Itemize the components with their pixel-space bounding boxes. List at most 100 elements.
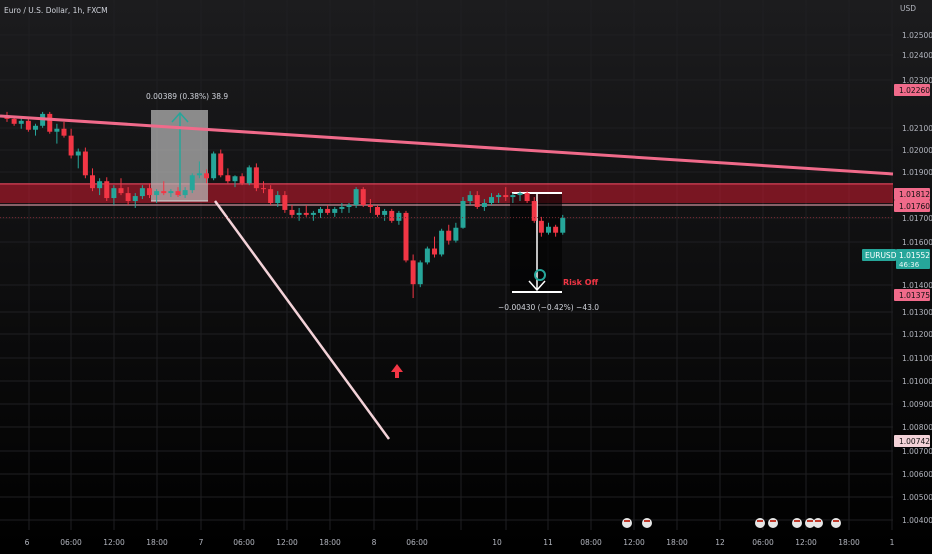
candle-body[interactable] — [47, 113, 53, 132]
candle-body[interactable] — [389, 210, 395, 221]
candle-body[interactable] — [104, 181, 110, 199]
candle-body[interactable] — [296, 212, 302, 215]
event-flag-stripe — [794, 520, 800, 522]
candle-body[interactable] — [489, 197, 494, 203]
candle-body[interactable] — [346, 204, 352, 207]
candle-body[interactable] — [25, 120, 31, 130]
candle-body[interactable] — [132, 196, 138, 202]
candle-body[interactable] — [282, 195, 288, 210]
candle-body[interactable] — [332, 208, 338, 213]
candle-body[interactable] — [460, 201, 466, 228]
candle-body[interactable] — [253, 167, 259, 189]
candle-body[interactable] — [474, 195, 480, 207]
candle-body[interactable] — [367, 204, 373, 207]
candle-body[interactable] — [432, 248, 437, 255]
price-tick-label: 1.02000 — [902, 146, 932, 155]
event-flag-icon[interactable] — [622, 518, 632, 528]
candle-body[interactable] — [97, 181, 103, 189]
candle-body[interactable] — [218, 153, 224, 176]
candle-body[interactable] — [168, 191, 174, 194]
candle-body[interactable] — [68, 135, 74, 156]
candle-body[interactable] — [517, 193, 523, 196]
candle-body[interactable] — [496, 195, 502, 198]
candle-body[interactable] — [147, 188, 152, 196]
candle-body[interactable] — [118, 188, 124, 194]
candle-body[interactable] — [453, 227, 459, 241]
candle-body[interactable] — [339, 206, 345, 209]
candle-body[interactable] — [560, 217, 566, 233]
price-badge-label: 1.02260 — [899, 86, 930, 95]
annotation-risk-off: Risk Off — [563, 278, 599, 287]
candle-body[interactable] — [54, 128, 60, 132]
candle-body[interactable] — [261, 188, 266, 190]
candle-body[interactable] — [524, 193, 530, 202]
candle-body[interactable] — [61, 128, 67, 136]
candle-body[interactable] — [175, 191, 181, 196]
candle-body[interactable] — [139, 188, 145, 197]
candle-body[interactable] — [538, 220, 544, 233]
candle-body[interactable] — [353, 189, 359, 205]
candle-body[interactable] — [75, 151, 81, 156]
candle-body[interactable] — [189, 175, 195, 191]
candle-body[interactable] — [318, 208, 323, 213]
candle-body[interactable] — [90, 175, 95, 189]
candle-body[interactable] — [246, 167, 252, 184]
candle-body[interactable] — [232, 176, 238, 182]
candle-body[interactable] — [382, 210, 388, 215]
candle-body[interactable] — [553, 226, 559, 233]
candle-body[interactable] — [424, 248, 430, 263]
candle-body[interactable] — [375, 206, 380, 215]
candle-body[interactable] — [467, 195, 473, 202]
candle-body[interactable] — [439, 230, 445, 255]
candle-body[interactable] — [196, 173, 202, 176]
current-price-label: 1.01552 — [899, 251, 930, 260]
candle-body[interactable] — [503, 195, 509, 198]
candle-body[interactable] — [275, 195, 281, 203]
candle-body[interactable] — [211, 153, 217, 179]
candle-body[interactable] — [239, 176, 245, 184]
candle-body[interactable] — [204, 173, 209, 179]
candle-body[interactable] — [481, 203, 487, 207]
candle-body[interactable] — [446, 230, 452, 241]
candle-body[interactable] — [360, 189, 366, 205]
event-flag-icon[interactable] — [831, 518, 841, 528]
candle-body[interactable] — [510, 195, 516, 198]
price-badge-label: 1.01812 — [899, 190, 930, 199]
candle-body[interactable] — [325, 208, 331, 213]
event-flag-icon[interactable] — [792, 518, 802, 528]
candle-body[interactable] — [225, 175, 231, 182]
candle-body[interactable] — [125, 193, 131, 202]
candle-body[interactable] — [161, 191, 167, 194]
candle-body[interactable] — [18, 120, 24, 124]
price-range-down-label: −0.00430 (−0.42%) −43.0 — [498, 303, 599, 312]
event-flag-icon[interactable] — [642, 518, 652, 528]
price-tick-label: 1.01000 — [902, 377, 932, 386]
event-flag-icon[interactable] — [755, 518, 765, 528]
event-flag-stripe — [815, 520, 821, 522]
event-flag-icon[interactable] — [768, 518, 778, 528]
candle-body[interactable] — [546, 226, 551, 233]
trendline[interactable] — [0, 114, 894, 176]
candle-body[interactable] — [310, 212, 316, 215]
event-flag-icon[interactable] — [813, 518, 823, 528]
time-tick-label: 12:00 — [276, 538, 298, 547]
candle-body[interactable] — [182, 190, 188, 196]
candle-body[interactable] — [531, 201, 537, 221]
drawn-line[interactable] — [213, 200, 391, 440]
candle-body[interactable] — [154, 191, 160, 196]
candle-body[interactable] — [403, 212, 409, 261]
time-tick-label: 7 — [199, 538, 204, 547]
candle-body[interactable] — [417, 262, 423, 285]
candle-body[interactable] — [289, 209, 295, 215]
candle-body[interactable] — [268, 189, 274, 203]
current-price-badge — [896, 249, 930, 269]
candle-body[interactable] — [303, 212, 309, 215]
resistance-zone[interactable] — [0, 183, 893, 204]
candle-body[interactable] — [33, 125, 38, 130]
candle-body[interactable] — [396, 212, 402, 221]
candle-body[interactable] — [410, 260, 416, 285]
candle-body[interactable] — [82, 151, 88, 176]
candle-body[interactable] — [11, 118, 17, 124]
candle-body[interactable] — [111, 188, 117, 199]
